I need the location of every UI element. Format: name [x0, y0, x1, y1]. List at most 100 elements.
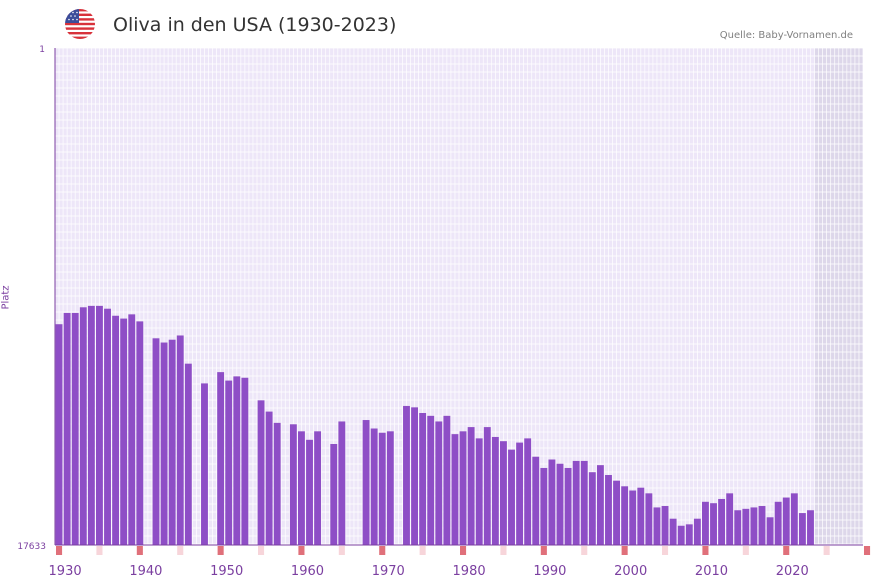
rank-bar[interactable]: [758, 506, 766, 545]
rank-bar[interactable]: [766, 517, 774, 545]
rank-bar[interactable]: [79, 307, 87, 545]
rank-bar[interactable]: [637, 487, 645, 545]
y-tick-label-top: 1: [39, 45, 45, 55]
rank-bar[interactable]: [459, 431, 467, 545]
rank-bar[interactable]: [128, 314, 136, 545]
rank-bar[interactable]: [55, 324, 63, 545]
rank-bar[interactable]: [467, 427, 475, 545]
rank-bar[interactable]: [710, 503, 717, 545]
rank-bar[interactable]: [540, 467, 548, 545]
rank-bar[interactable]: [669, 518, 677, 545]
rank-bar[interactable]: [580, 460, 588, 545]
rank-bar[interactable]: [152, 338, 160, 545]
rank-bar[interactable]: [653, 507, 661, 545]
rank-bar[interactable]: [556, 463, 564, 545]
rank-bar[interactable]: [451, 434, 459, 545]
rank-bar[interactable]: [613, 480, 620, 545]
rank-bar[interactable]: [548, 459, 556, 545]
rank-bar[interactable]: [572, 460, 580, 545]
x-tick-label: 1990: [533, 564, 566, 579]
chart-header: Oliva in den USA (1930-2023) Quelle: Bab…: [0, 0, 873, 48]
rank-bar[interactable]: [378, 432, 386, 545]
rank-bar[interactable]: [629, 490, 637, 545]
rank-bar[interactable]: [225, 380, 233, 545]
rank-bar[interactable]: [677, 525, 685, 545]
rank-bar[interactable]: [217, 372, 225, 545]
rank-bar[interactable]: [782, 497, 790, 545]
rank-bar[interactable]: [96, 305, 103, 545]
rank-bar[interactable]: [112, 315, 120, 545]
rank-bar[interactable]: [289, 424, 297, 545]
decade-marker: [460, 546, 467, 555]
rank-bar[interactable]: [807, 510, 814, 545]
decade-marker: [864, 546, 871, 555]
rank-bar[interactable]: [63, 312, 71, 545]
rank-bar[interactable]: [750, 507, 758, 545]
rank-bar[interactable]: [306, 439, 313, 545]
rank-bar[interactable]: [718, 498, 726, 545]
rank-bar[interactable]: [419, 412, 427, 545]
rank-bar[interactable]: [726, 493, 734, 545]
decade-marker: [621, 546, 628, 555]
rank-bar[interactable]: [201, 383, 208, 545]
rank-bar[interactable]: [685, 524, 693, 545]
rank-bar[interactable]: [330, 444, 338, 545]
rank-bar[interactable]: [564, 467, 572, 545]
rank-bar[interactable]: [516, 442, 524, 545]
rank-bar[interactable]: [596, 465, 604, 545]
rank-bar[interactable]: [160, 342, 168, 545]
rank-bar[interactable]: [176, 335, 184, 545]
rank-bar[interactable]: [475, 438, 483, 545]
rank-bar[interactable]: [241, 377, 249, 545]
rank-bar[interactable]: [483, 427, 491, 545]
rank-bar[interactable]: [790, 493, 798, 545]
rank-bar[interactable]: [427, 415, 435, 545]
rank-bar[interactable]: [621, 486, 629, 545]
rank-bar[interactable]: [742, 508, 750, 545]
rank-bar[interactable]: [403, 405, 410, 545]
rank-bar[interactable]: [104, 308, 111, 545]
rank-bar[interactable]: [774, 501, 782, 545]
decade-marker: [783, 546, 790, 555]
rank-bar[interactable]: [265, 411, 273, 545]
rank-bar[interactable]: [798, 513, 806, 545]
x-tick-label: 1980: [453, 564, 486, 579]
rank-bar[interactable]: [734, 510, 742, 545]
x-tick-label: 1960: [291, 564, 324, 579]
rank-bar[interactable]: [136, 321, 144, 545]
half-decade-marker: [96, 546, 103, 555]
rank-bar[interactable]: [702, 501, 709, 545]
rank-bar[interactable]: [168, 339, 176, 545]
rank-bar[interactable]: [338, 421, 346, 545]
rank-bar[interactable]: [411, 407, 418, 545]
rank-bar[interactable]: [184, 363, 192, 545]
rank-bar[interactable]: [233, 376, 241, 545]
half-decade-marker: [662, 546, 669, 555]
rank-bar[interactable]: [588, 472, 596, 545]
rank-bar[interactable]: [120, 318, 128, 545]
rank-bar[interactable]: [298, 431, 305, 545]
rank-bar[interactable]: [645, 493, 653, 545]
rank-bar[interactable]: [314, 431, 322, 545]
rank-bar[interactable]: [87, 305, 95, 545]
rank-bar[interactable]: [661, 506, 669, 545]
rank-bar[interactable]: [71, 312, 79, 545]
rank-bar[interactable]: [443, 415, 451, 545]
rank-bar[interactable]: [605, 475, 612, 545]
rank-bar[interactable]: [524, 438, 532, 545]
rank-bar[interactable]: [362, 420, 370, 545]
rank-bar[interactable]: [508, 449, 515, 545]
rank-bar[interactable]: [273, 422, 281, 545]
rank-bar[interactable]: [386, 431, 394, 545]
rank-bar[interactable]: [500, 441, 507, 545]
rank-bar[interactable]: [491, 436, 499, 545]
rank-bar[interactable]: [532, 456, 540, 545]
x-tick-label: 1950: [210, 564, 243, 579]
rank-bar[interactable]: [693, 518, 701, 545]
rank-bar[interactable]: [257, 400, 265, 545]
decade-marker: [540, 546, 547, 555]
rank-bar[interactable]: [435, 421, 443, 545]
x-tick-label: 1930: [49, 564, 82, 579]
rank-bar[interactable]: [370, 428, 378, 545]
